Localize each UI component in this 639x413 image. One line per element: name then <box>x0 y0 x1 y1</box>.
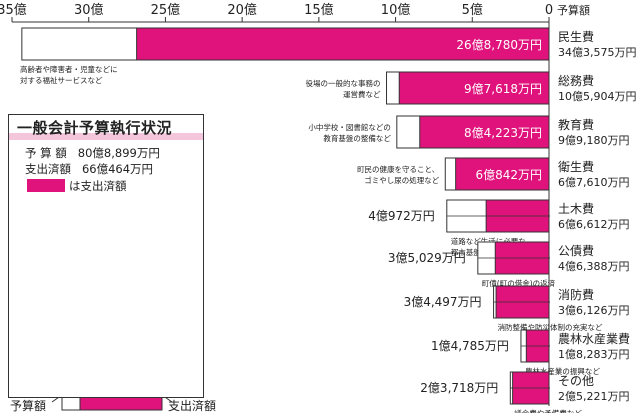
spent-bar <box>455 157 550 191</box>
category-note: 消防整備や防災体制の充実など <box>498 322 603 332</box>
x-tick-label: 5億 <box>462 2 483 18</box>
category-name: 農林水産業費 <box>558 331 630 346</box>
category-budget: 4億6,388万円 <box>558 260 630 273</box>
category-name: 公債費 <box>558 243 594 258</box>
category-note: 運営費など <box>343 89 381 99</box>
category-note: 道路など生活に必要な <box>451 236 526 246</box>
category-note: 小中学校・図書館などの <box>308 122 391 132</box>
x-tick-label: 10億 <box>381 2 411 18</box>
category-note: 対する福祉サービスなど <box>20 75 103 85</box>
category-note: 農林水産業の振興など <box>525 366 600 376</box>
category-name: その他 <box>558 374 594 388</box>
category-name: 教育費 <box>558 117 594 132</box>
panel-title: 一般会計予算執行状況 <box>17 119 173 137</box>
spent-value-outside-label: 2億3,718万円 <box>420 381 498 395</box>
category-note: 教育基盤の整備など <box>323 133 391 143</box>
spent-value-outside-label: 3億5,029万円 <box>388 251 466 265</box>
category-budget: 3億6,126万円 <box>558 304 630 317</box>
category-budget: 2億5,221万円 <box>558 390 630 403</box>
spent-label: 支出済額 <box>25 162 71 176</box>
category-note: 町民の健康を守ること、 <box>357 164 439 174</box>
spent-bar <box>398 71 550 105</box>
x-tick-label: 30億 <box>74 2 104 18</box>
category-budget: 6億7,610万円 <box>558 176 630 189</box>
spent-value-label: 9億7,618万円 <box>464 82 542 96</box>
legend-text: は支出済額 <box>69 179 127 193</box>
category-budget: 9億9,180万円 <box>558 134 630 147</box>
spent-value: 66億464万円 <box>81 162 154 176</box>
legend-spent-label: 支出済額 <box>168 398 216 413</box>
x-tick-label: 15億 <box>304 2 334 18</box>
x-tick-label: 35億 <box>0 2 27 18</box>
category-note: 高齢者や障害者・児童などに <box>20 64 118 74</box>
category-name: 総務費 <box>558 73 594 88</box>
summary-panel: 一般会計予算執行状況 予 算 額 80億8,899万円 支出済額 66億464万… <box>8 114 204 398</box>
spent-value-outside-label: 3億4,497万円 <box>404 295 482 309</box>
legend-budget-label: 予算額 <box>10 398 46 413</box>
spent-value-label: 8億4,223万円 <box>464 126 542 140</box>
category-budget: 1億8,283万円 <box>558 348 630 361</box>
category-note: 議会費や予備費など <box>514 408 582 413</box>
x-tick-label: 20億 <box>227 2 257 18</box>
category-note: 役場の一般的な事務の <box>306 78 381 88</box>
spent-value-outside-label: 1億4,785万円 <box>431 339 509 353</box>
category-name: 消防費 <box>558 287 594 302</box>
category-budget: 10億5,904万円 <box>558 90 637 103</box>
title-underline <box>9 133 203 140</box>
spent-bar <box>419 115 550 149</box>
spent-value-outside-label: 4億972万円 <box>368 209 435 223</box>
budget-label: 予 算 額 <box>25 146 67 160</box>
category-name: 衛生費 <box>558 159 594 174</box>
spent-row: 支出済額 66億464万円 <box>25 161 153 177</box>
x-tick-label: 25億 <box>151 2 181 18</box>
x-tick-label: 0 <box>545 3 553 18</box>
unit-header: 予算額 <box>557 3 590 17</box>
budget-value: 80億8,899万円 <box>77 146 160 160</box>
spent-bar <box>136 27 550 61</box>
budget-row: 予 算 額 80億8,899万円 <box>25 145 160 161</box>
category-note: ゴミやし尿の処理など <box>364 175 439 185</box>
category-name: 民生費 <box>558 29 594 44</box>
spent-value-label: 26億8,780万円 <box>456 38 542 52</box>
category-name: 土木費 <box>558 201 594 216</box>
category-budget: 34億3,575万円 <box>558 46 637 59</box>
category-note: 町債(町の借金)の返済 <box>482 278 556 288</box>
spent-value-label: 6億842万円 <box>475 168 542 182</box>
legend-swatch <box>27 179 65 192</box>
category-budget: 6億6,612万円 <box>558 218 630 231</box>
